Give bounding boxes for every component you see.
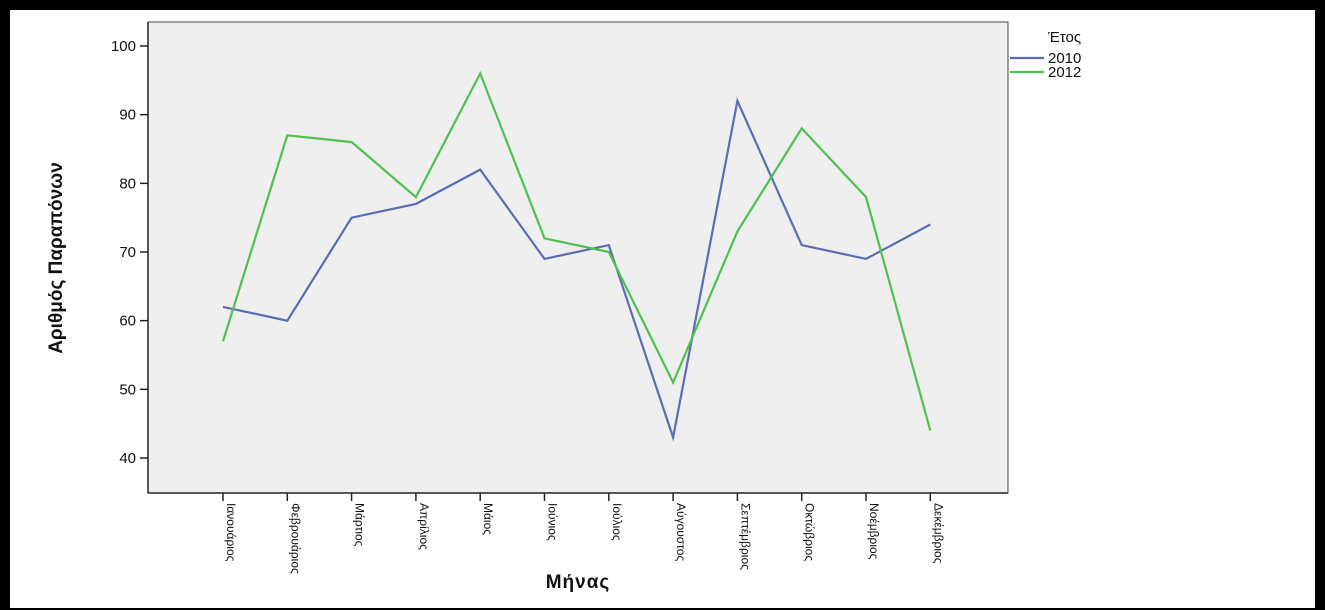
x-tick-label: Αύγουστος — [674, 503, 688, 561]
x-axis-title: Μήνας — [546, 572, 611, 593]
y-tick-label: 50 — [119, 381, 136, 398]
x-tick-label: Σεπτέμβριος — [738, 503, 752, 570]
x-tick-label: Ιούλιος — [610, 503, 624, 541]
legend-label: 2012 — [1048, 64, 1081, 81]
legend-title: Έτος — [1047, 29, 1081, 46]
x-tick-label: Ιούνιος — [546, 503, 560, 541]
plot-area — [148, 22, 1008, 493]
x-tick-label: Μάρτιος — [353, 503, 367, 547]
y-tick-label: 80 — [119, 175, 136, 192]
y-tick-label: 40 — [119, 450, 136, 467]
x-tick-label: Ιανουάριος — [224, 503, 238, 562]
x-tick-label: Δεκέμβριος — [931, 503, 945, 564]
y-tick-label: 100 — [111, 38, 136, 55]
y-axis-ticks: 40 50 60 70 80 90 100 — [111, 38, 148, 467]
x-tick-label: Οκτώβριος — [803, 503, 817, 561]
line-chart: 40 50 60 70 80 90 100 Ιανουάριος Φεβρουάριος Μάρ… — [10, 10, 1315, 608]
x-tick-label: Απρίλιος — [417, 503, 431, 550]
y-axis-title: Αριθμός Παραπόνων — [46, 162, 67, 354]
x-tick-label: Φεβρουάριος — [288, 503, 302, 574]
y-tick-label: 70 — [119, 244, 136, 261]
x-tick-label: Νοέμβριος — [867, 503, 881, 560]
y-tick-label: 60 — [119, 313, 136, 330]
y-tick-label: 90 — [119, 107, 136, 124]
chart-frame: 40 50 60 70 80 90 100 Ιανουάριος Φεβρουάριος Μάρ… — [10, 10, 1315, 608]
x-tick-label: Μάιος — [481, 503, 495, 535]
x-axis-ticks: Ιανουάριος Φεβρουάριος Μάρτιος Απρίλιος Μάιο… — [223, 493, 945, 574]
